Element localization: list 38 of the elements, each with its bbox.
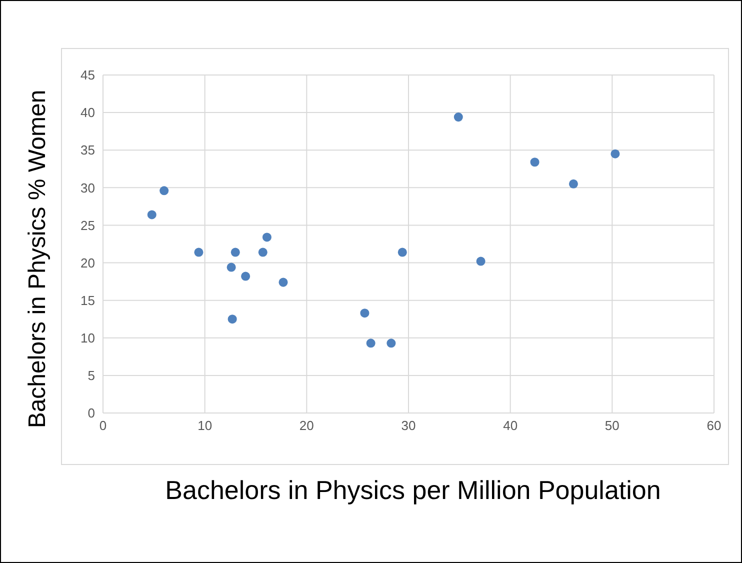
y-tick-label: 0 [88, 406, 95, 421]
y-tick-label: 5 [88, 368, 95, 384]
y-tick-label: 40 [80, 105, 95, 120]
y-tick-label: 20 [80, 255, 95, 270]
x-tick-label: 0 [99, 418, 107, 434]
point [398, 248, 407, 257]
x-tick-label: 20 [299, 418, 314, 434]
x-axis-title: Bachelors in Physics per Million Population [165, 475, 661, 506]
point [262, 232, 272, 242]
point [226, 262, 236, 272]
point [360, 308, 370, 318]
point [241, 272, 250, 281]
point [228, 314, 237, 324]
x-tick-label: 40 [503, 418, 518, 434]
y-tick-label: 25 [80, 218, 95, 233]
x-tick-label: 60 [706, 418, 722, 434]
point [568, 179, 578, 188]
y-tick-label: 10 [80, 330, 95, 346]
point [147, 210, 156, 220]
x-tick-label: 50 [604, 418, 620, 434]
point [454, 112, 463, 122]
x-tick-label: 10 [198, 418, 212, 434]
point [610, 149, 620, 158]
point [278, 278, 288, 287]
point [386, 338, 396, 348]
y-tick-label: 35 [80, 142, 95, 158]
point [530, 158, 540, 167]
point [258, 248, 268, 257]
point [194, 248, 204, 257]
point [476, 256, 486, 266]
y-tick-label: 30 [80, 180, 95, 196]
y-axis-title: Bachelors in Physics % Women [24, 90, 52, 428]
point [230, 248, 240, 257]
y-tick-label: 45 [80, 68, 95, 83]
x-tick-label: 30 [401, 418, 416, 434]
y-tick-label: 15 [80, 292, 95, 308]
point [366, 338, 376, 348]
point [160, 186, 169, 196]
